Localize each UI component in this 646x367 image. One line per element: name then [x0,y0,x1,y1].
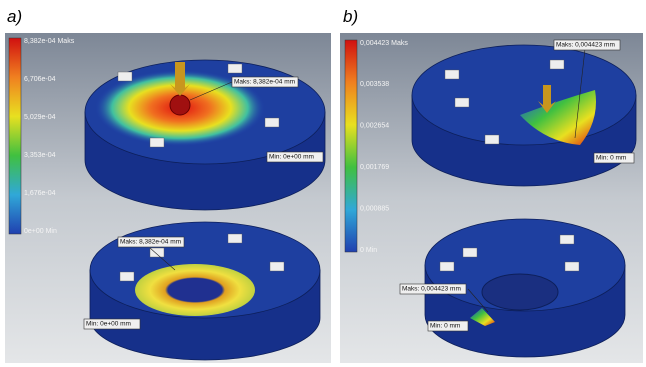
callout-text: Maks: 0,004423 mm [556,42,615,49]
legend-label: 0,000885 [360,205,389,212]
hub [170,95,190,115]
legend-label: 1,676e-04 [24,190,56,197]
legend-label: 0,004423 Maks [360,40,408,47]
callout-text: Maks: 0,004423 mm [402,286,461,293]
callout-text: Min: 0 mm [430,323,460,330]
panel-b: Maks: 0,004423 mm Min: 0 mm Maks: 0,0044… [340,33,643,363]
legend-label: 0e+00 Min [24,228,57,235]
legend-label: 0,002654 [360,123,389,130]
callout-text: Min: 0e+00 mm [269,154,314,161]
callout-text: Maks: 8,382e-04 mm [234,79,295,86]
disk-top [412,45,636,145]
legend-label: 5,029e-04 [24,114,56,121]
figure: a) b) Maks: 8,382e-04 mm Min: 0e+00 mm M… [0,0,646,367]
legend-label: 0 Min [360,247,377,254]
panel-label: a) [7,7,22,26]
bore [482,274,558,310]
legend-label: 8,382e-04 Maks [24,38,75,45]
legend-label: 6,706e-04 [24,76,56,83]
panel-label: b) [343,7,358,26]
legend-label: 0,001769 [360,164,389,171]
color-bar [9,38,21,234]
callout-text: Min: 0e+00 mm [86,321,131,328]
callout-text: Maks: 8,382e-04 mm [120,239,181,246]
legend-label: 0,003538 [360,81,389,88]
color-bar [345,40,357,252]
legend-label: 3,353e-04 [24,152,56,159]
heat-region [135,264,255,316]
callout-text: Min: 0 mm [596,155,626,162]
panel-a: Maks: 8,382e-04 mm Min: 0e+00 mm Maks: 8… [5,33,331,363]
